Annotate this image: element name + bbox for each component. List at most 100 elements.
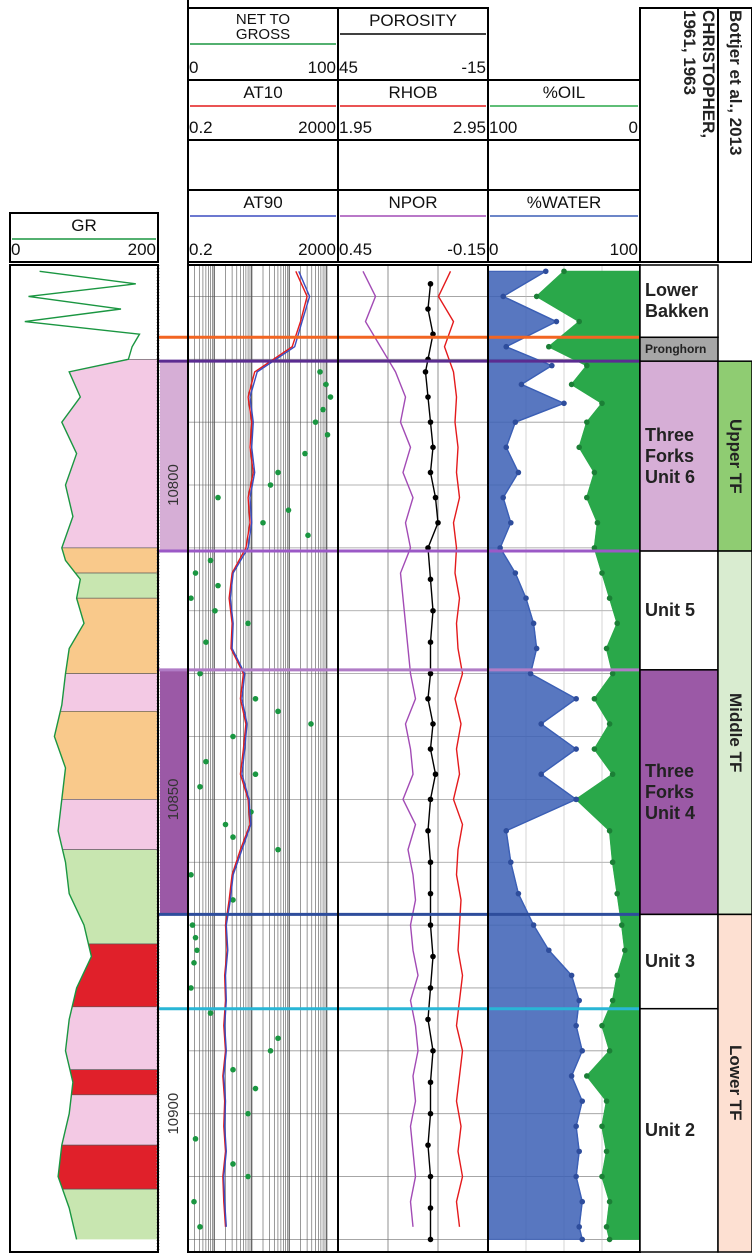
data-point xyxy=(275,708,281,715)
data-point xyxy=(527,670,534,677)
zone-label: Unit 2 xyxy=(645,1119,696,1140)
data-point xyxy=(427,890,434,897)
lithology-band xyxy=(24,673,158,712)
data-point xyxy=(197,783,203,790)
log-curve xyxy=(499,270,583,1240)
data-point xyxy=(430,607,436,614)
data-point xyxy=(427,576,434,583)
data-point xyxy=(573,1123,579,1130)
data-point xyxy=(245,620,251,627)
data-point xyxy=(427,281,434,287)
group-box xyxy=(717,913,752,1253)
log-curve xyxy=(424,283,439,1240)
data-point xyxy=(425,1142,431,1148)
lithology-band xyxy=(24,1188,158,1240)
data-point xyxy=(579,1098,586,1104)
header-box xyxy=(487,189,641,263)
data-point xyxy=(515,890,522,897)
data-point xyxy=(497,545,503,551)
data-point xyxy=(203,758,209,765)
data-point xyxy=(191,960,197,966)
scale-min: 0.45 xyxy=(339,240,373,259)
scale-min: 100 xyxy=(489,118,518,137)
data-point xyxy=(230,733,236,740)
data-point xyxy=(573,746,579,752)
data-point xyxy=(275,1035,281,1042)
data-point xyxy=(573,1173,579,1180)
header-box xyxy=(639,7,719,263)
data-point xyxy=(523,595,529,601)
data-point xyxy=(618,922,625,928)
data-point xyxy=(561,268,567,275)
data-point xyxy=(324,431,331,438)
data-point xyxy=(308,721,314,727)
data-point xyxy=(503,343,510,350)
data-point xyxy=(427,1110,434,1117)
zone-label: Unit 3 xyxy=(645,951,696,972)
data-point xyxy=(584,494,590,501)
log-curve xyxy=(24,270,141,1240)
data-point xyxy=(530,922,537,928)
data-point xyxy=(603,1148,610,1155)
zone-label: Pronghorn xyxy=(645,341,707,356)
data-point xyxy=(425,1016,431,1023)
data-point xyxy=(432,494,439,501)
data-point xyxy=(576,318,582,325)
data-point xyxy=(603,1224,610,1230)
data-point xyxy=(275,846,281,853)
data-point xyxy=(245,1173,251,1180)
curve-name: NPOR xyxy=(388,193,438,212)
data-point xyxy=(194,947,200,954)
data-point xyxy=(267,482,274,488)
data-point xyxy=(285,507,292,513)
zone-label: Three Forks Unit 6 xyxy=(645,424,696,487)
scale-max: 2000 xyxy=(298,240,336,259)
data-point xyxy=(546,947,552,954)
lithology-band xyxy=(24,1094,158,1146)
data-point xyxy=(591,469,598,476)
data-point xyxy=(427,859,434,866)
lithology-band xyxy=(24,1144,158,1190)
data-point xyxy=(302,450,308,457)
scale-min: 0 xyxy=(489,240,499,259)
data-point xyxy=(508,859,514,866)
data-point xyxy=(576,1224,582,1230)
header-box xyxy=(9,212,159,263)
data-point xyxy=(427,419,434,425)
data-point xyxy=(188,985,194,991)
data-point xyxy=(275,469,281,476)
zone-box xyxy=(639,1007,719,1253)
scale-min: 0 xyxy=(189,58,199,77)
data-point xyxy=(230,1066,236,1073)
data-point xyxy=(599,400,605,407)
data-point xyxy=(606,721,613,727)
scale-min: 45 xyxy=(339,58,358,77)
scale-max: 100 xyxy=(609,240,638,259)
data-point xyxy=(320,406,326,413)
data-point xyxy=(542,268,549,275)
data-point xyxy=(188,872,194,878)
data-point xyxy=(192,934,199,941)
data-point xyxy=(533,293,540,300)
data-point xyxy=(305,532,311,539)
data-point xyxy=(500,494,507,501)
data-point xyxy=(606,595,613,601)
data-point xyxy=(584,1073,590,1079)
lithology-band xyxy=(24,572,158,599)
header-box xyxy=(187,189,339,263)
data-point xyxy=(503,444,510,451)
lithology-band xyxy=(24,597,158,674)
zone-box xyxy=(639,264,719,339)
data-point xyxy=(312,419,319,425)
data-point xyxy=(599,1123,605,1130)
data-point xyxy=(538,721,544,727)
data-point xyxy=(591,695,598,702)
data-point xyxy=(553,318,560,325)
header-box xyxy=(337,189,489,263)
data-point xyxy=(427,1173,434,1180)
log-curve xyxy=(362,270,419,1227)
log-curve xyxy=(535,270,626,1240)
curve-name: NET TO GROSS xyxy=(235,11,291,43)
lithology xyxy=(24,358,158,1240)
zone-label: Three Forks Unit 4 xyxy=(645,760,696,823)
